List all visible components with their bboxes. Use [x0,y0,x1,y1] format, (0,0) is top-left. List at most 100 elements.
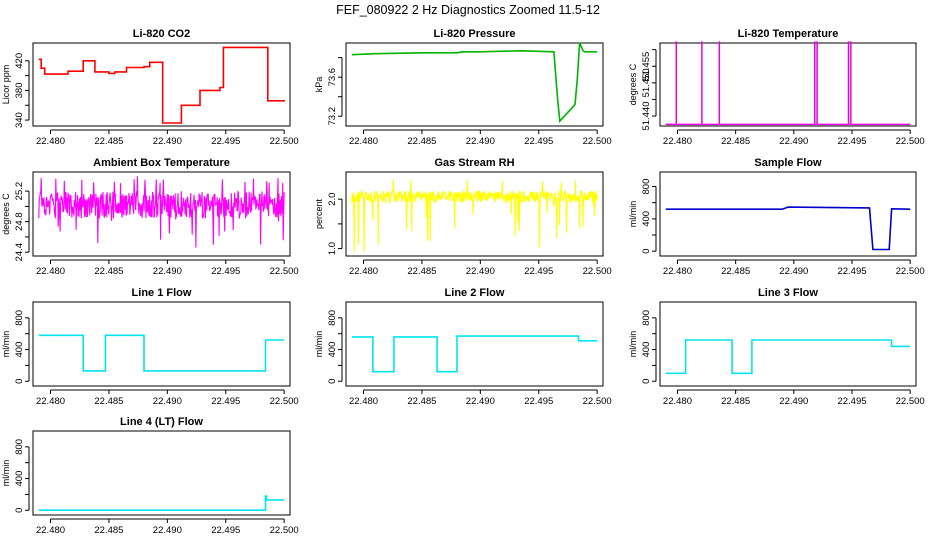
series-group [351,335,598,373]
panel-title: Li-820 CO2 [133,28,190,40]
x-axis: 22.480 22.485 22.490 22.495 22.500 [663,129,925,147]
y-tick-label: 380 [14,82,25,98]
x-tick-label: 22.495 [524,396,553,407]
plot-frame [345,42,604,127]
y-tick-label: 0 [641,379,652,384]
series-group [38,495,285,511]
y-tick-label: 800 [641,179,652,195]
x-axis: 22.480 22.485 22.490 22.495 22.500 [663,259,925,277]
x-tick-label: 22.500 [270,136,299,147]
series-group [38,334,285,372]
x-tick-label: 22.485 [94,525,123,536]
y-tick-label: 73.2 [327,107,338,126]
y-axis-label: ml/min [628,201,638,228]
panel-1: Li-820 CO2 22.480 22.485 22.490 22.495 22.500… [1,28,299,147]
series-group [38,46,285,124]
y-axis: 1.0 2.0 [327,193,343,255]
x-tick-label: 22.495 [211,136,240,147]
panel-title: Ambient Box Temperature [93,157,230,169]
x-tick-label: 22.500 [583,136,612,147]
x-tick-label: 22.480 [36,525,65,536]
plot-frame [32,301,291,387]
x-tick-label: 22.500 [896,136,925,147]
y-tick-label: 2.0 [327,193,338,206]
y-axis-label: Licor ppm [1,65,11,105]
panel-6: Sample Flow 22.480 22.485 22.490 22.495 22.50… [628,157,925,277]
x-tick-label: 22.500 [583,396,612,407]
x-tick-label: 22.485 [721,396,750,407]
x-axis: 22.480 22.485 22.490 22.495 22.500 [36,389,299,407]
x-tick-label: 22.480 [36,266,65,277]
x-tick-label: 22.485 [94,136,123,147]
y-tick-label: 0 [14,379,25,384]
x-tick-label: 22.480 [663,136,692,147]
series-group [351,179,598,253]
y-tick-label: 400 [641,342,652,358]
y-tick-label: 1.0 [327,242,338,255]
panel-title: Line 2 Flow [445,287,505,299]
y-tick-label: 51.455 [641,52,652,81]
x-tick-label: 22.500 [270,525,299,536]
plot-frame [32,171,291,257]
x-tick-label: 22.480 [36,136,65,147]
y-axis-label: kPa [314,77,324,93]
x-tick-label: 22.480 [349,136,378,147]
y-tick-label: 51.440 [641,102,652,131]
y-tick-label: 51.450 [641,68,652,97]
y-axis-label: ml/min [1,460,11,487]
panel-title: Line 3 Flow [758,287,818,299]
x-tick-label: 22.495 [211,266,240,277]
y-axis-label: ml/min [314,331,324,358]
y-axis-label: percent [314,198,324,229]
x-tick-label: 22.500 [270,396,299,407]
x-tick-label: 22.500 [896,396,925,407]
y-tick-label: 24.8 [14,212,25,231]
series-line [665,339,911,375]
plot-frame [659,42,917,127]
panel-title: Gas Stream RH [434,157,514,169]
y-tick-label: 800 [14,310,25,326]
y-tick-label: 340 [14,112,25,128]
y-tick-label: 0 [327,379,338,384]
y-axis: 0 400 800 [14,439,30,513]
plot-frame [32,42,291,127]
series-group [351,42,598,123]
x-tick-label: 22.480 [663,266,692,277]
plot-frame [345,301,604,387]
x-tick-label: 22.490 [779,396,808,407]
x-tick-label: 22.490 [466,136,495,147]
x-tick-label: 22.495 [211,396,240,407]
x-tick-label: 22.495 [837,396,866,407]
x-tick-label: 22.500 [583,266,612,277]
y-axis: 340 380 420 [14,53,30,128]
x-tick-label: 22.480 [349,266,378,277]
y-tick-label: 73.6 [327,68,338,87]
x-tick-label: 22.480 [663,396,692,407]
series-line [38,334,285,372]
series-line [665,206,911,251]
series-group [38,176,285,248]
x-tick-label: 22.485 [407,266,436,277]
figure-suptitle: FEF_080922 2 Hz Diagnostics Zoomed 11.5-… [336,3,600,17]
y-axis: 0 400 800 [641,179,657,254]
x-tick-label: 22.490 [153,525,182,536]
x-tick-label: 22.495 [211,525,240,536]
y-axis-label: degrees C [1,193,11,235]
panel-title: Line 4 (LT) Flow [120,416,203,428]
y-tick-label: 25.2 [14,182,25,201]
y-tick-label: 420 [14,53,25,69]
y-tick-label: 800 [641,310,652,326]
y-tick-label: 400 [327,342,338,358]
x-tick-label: 22.485 [94,266,123,277]
x-tick-label: 22.500 [896,266,925,277]
panel-9: Line 3 Flow 22.480 22.485 22.490 22.495 22.50… [628,287,925,407]
y-tick-label: 0 [641,249,652,254]
y-tick-label: 24.4 [14,243,25,262]
x-tick-label: 22.485 [721,136,750,147]
plot-frame [659,171,917,257]
series-group [665,339,911,375]
x-axis: 22.480 22.485 22.490 22.495 22.500 [36,129,299,147]
series-group [665,41,911,126]
